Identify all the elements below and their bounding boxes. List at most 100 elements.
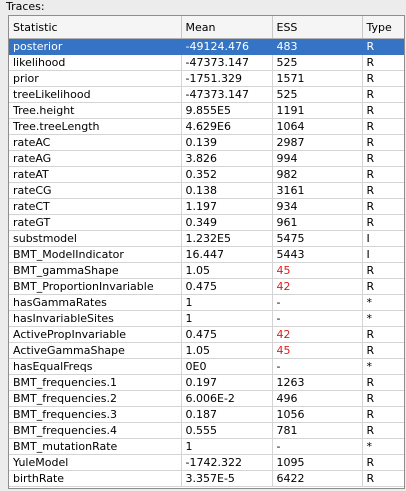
table-row[interactable]: ActivePropInvariable 0.475 42 R	[9, 326, 404, 343]
cell-statistic: BMT_frequencies.2	[9, 390, 182, 407]
cell-statistic: substmodel	[9, 230, 182, 247]
cell-mean: -47373.147	[181, 86, 273, 103]
cell-ess: 496	[272, 390, 363, 407]
table-row[interactable]: rateGT 0.349 961 R	[9, 214, 404, 231]
table-row[interactable]: ActiveGammaShape 1.05 45 R	[9, 342, 404, 359]
cell-mean: 0.197	[181, 374, 273, 391]
cell-ess: 1191	[272, 102, 363, 119]
table-row[interactable]: BMT_frequencies.3 0.187 1056 R	[9, 406, 404, 423]
traces-section-label: Traces:	[6, 0, 45, 13]
table-row[interactable]: BMT_frequencies.4 0.555 781 R	[9, 422, 404, 439]
table-row[interactable]: BMT_gammaShape 1.05 45 R	[9, 262, 404, 279]
traces-table-frame: Statistic Mean ESS Type posterior -49124.…	[8, 15, 405, 489]
table-row[interactable]: Tree.treeLength 4.629E6 1064 R	[9, 118, 404, 135]
cell-ess: 45	[272, 342, 363, 359]
cell-type: R	[362, 454, 404, 471]
cell-type: R	[362, 278, 404, 295]
cell-type: R	[362, 198, 404, 215]
cell-mean: 3.357E-5	[181, 470, 273, 487]
cell-ess: 483	[272, 38, 363, 55]
table-row[interactable]: rateAG 3.826 994 R	[9, 150, 404, 167]
table-row[interactable]: prior -1751.329 1571 R	[9, 70, 404, 87]
cell-mean: 1.197	[181, 198, 273, 215]
cell-statistic: ActiveGammaShape	[9, 342, 182, 359]
cell-type: *	[362, 294, 404, 311]
cell-type: R	[362, 326, 404, 343]
table-row[interactable]: posterior -49124.476 483 R	[9, 38, 404, 55]
cell-type: R	[362, 406, 404, 423]
table-row[interactable]: hasInvariableSites 1- *	[9, 310, 404, 327]
cell-statistic: BMT_gammaShape	[9, 262, 182, 279]
cell-mean: -49124.476	[181, 38, 273, 55]
table-row[interactable]: substmodel 1.232E5 5475 I	[9, 230, 404, 247]
cell-ess: 1263	[272, 374, 363, 391]
cell-type: I	[362, 230, 404, 247]
cell-mean: -47373.147	[181, 54, 273, 71]
cell-type: R	[362, 38, 404, 55]
cell-mean: 0.475	[181, 326, 273, 343]
column-header-ess[interactable]: ESS	[272, 16, 363, 39]
cell-statistic: rateCG	[9, 182, 182, 199]
cell-type: R	[362, 102, 404, 119]
table-row[interactable]: rateAC 0.139 2987 R	[9, 134, 404, 151]
cell-mean: 0.352	[181, 166, 273, 183]
table-row[interactable]: YuleModel -1742.322 1095 R	[9, 454, 404, 471]
table-row[interactable]: BMT_frequencies.2 6.006E-2 496 R	[9, 390, 404, 407]
table-row[interactable]: BMT_ModelIndicator 16.447 5443 I	[9, 246, 404, 263]
cell-mean: 0.139	[181, 134, 273, 151]
table-row[interactable]: birthRate 3.357E-5 6422 R	[9, 470, 404, 487]
cell-type: R	[362, 182, 404, 199]
cell-type: R	[362, 134, 404, 151]
table-row[interactable]: hasGammaRates 1- *	[9, 294, 404, 311]
cell-mean: 1	[181, 438, 273, 455]
cell-mean: 9.855E5	[181, 102, 273, 119]
cell-mean: 1.05	[181, 342, 273, 359]
table-row[interactable]: rateAT 0.352 982 R	[9, 166, 404, 183]
table-row[interactable]: BMT_mutationRate 1- *	[9, 438, 404, 455]
column-header-mean[interactable]: Mean	[181, 16, 273, 39]
cell-ess: 42	[272, 326, 363, 343]
cell-mean: 6.006E-2	[181, 390, 273, 407]
table-row[interactable]: likelihood -47373.147 525 R	[9, 54, 404, 71]
table-row[interactable]: rateCT 1.197 934 R	[9, 198, 404, 215]
cell-ess: -	[272, 438, 363, 455]
cell-type: R	[362, 214, 404, 231]
cell-mean: 0.349	[181, 214, 273, 231]
cell-statistic: BMT_frequencies.3	[9, 406, 182, 423]
cell-mean: 16.447	[181, 246, 273, 263]
cell-type: *	[362, 358, 404, 375]
cell-ess: 961	[272, 214, 363, 231]
cell-mean: 1	[181, 310, 273, 327]
cell-ess: 5443	[272, 246, 363, 263]
cell-type: R	[362, 470, 404, 487]
cell-mean: 0.187	[181, 406, 273, 423]
cell-ess: -	[272, 358, 363, 375]
table-row[interactable]: BMT_frequencies.1 0.197 1263 R	[9, 374, 404, 391]
cell-statistic: rateAT	[9, 166, 182, 183]
cell-statistic: rateAC	[9, 134, 182, 151]
table-row[interactable]: hasEqualFreqs 0E0- *	[9, 358, 404, 375]
cell-statistic: ActivePropInvariable	[9, 326, 182, 343]
cell-type: *	[362, 438, 404, 455]
column-header-type[interactable]: Type	[362, 16, 404, 39]
cell-mean: 1.232E5	[181, 230, 273, 247]
cell-statistic: prior	[9, 70, 182, 87]
table-row[interactable]: rateCG 0.138 3161 R	[9, 182, 404, 199]
cell-mean: 4.629E6	[181, 118, 273, 135]
table-header-row: Statistic Mean ESS Type	[9, 16, 404, 39]
cell-type: R	[362, 54, 404, 71]
column-header-statistic[interactable]: Statistic	[9, 16, 182, 39]
cell-type: R	[362, 374, 404, 391]
table-row[interactable]: BMT_ProportionInvariable 0.475 42 R	[9, 278, 404, 295]
cell-mean: 0E0	[181, 358, 273, 375]
cell-statistic: BMT_ModelIndicator	[9, 246, 182, 263]
table-row[interactable]: Tree.height 9.855E5 1191 R	[9, 102, 404, 119]
cell-ess: 525	[272, 86, 363, 103]
traces-table[interactable]: Statistic Mean ESS Type posterior -49124.…	[9, 16, 404, 487]
cell-ess: 3161	[272, 182, 363, 199]
cell-mean: -1751.329	[181, 70, 273, 87]
table-row[interactable]: treeLikelihood -47373.147 525 R	[9, 86, 404, 103]
cell-statistic: hasEqualFreqs	[9, 358, 182, 375]
cell-type: R	[362, 150, 404, 167]
